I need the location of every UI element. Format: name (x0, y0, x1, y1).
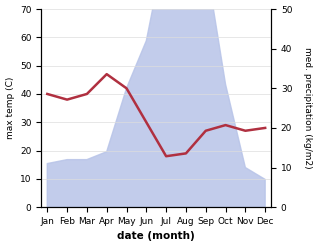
Y-axis label: max temp (C): max temp (C) (5, 77, 15, 139)
Y-axis label: med. precipitation (kg/m2): med. precipitation (kg/m2) (303, 47, 313, 169)
X-axis label: date (month): date (month) (117, 231, 195, 242)
